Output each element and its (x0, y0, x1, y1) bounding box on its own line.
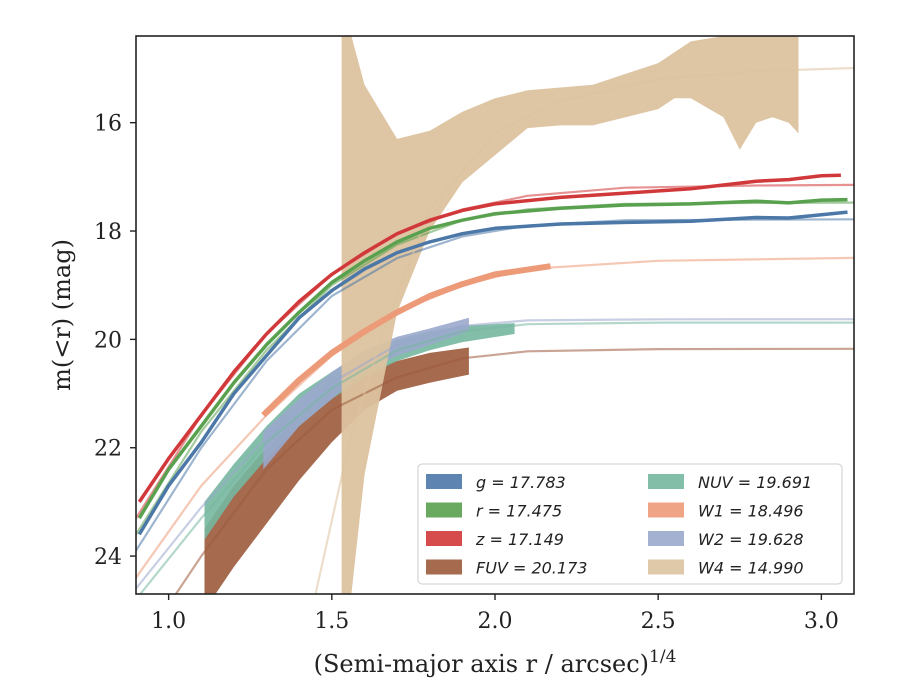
profile-line-r (137, 197, 848, 520)
legend-swatch-fuv (426, 559, 462, 575)
y-tick-label: 20 (94, 328, 122, 353)
profile-line-w1 (261, 263, 551, 418)
model-curve-w4 (314, 66, 854, 594)
x-tick-label: 1.0 (151, 609, 186, 634)
legend-swatch-w2 (648, 531, 684, 546)
x-tick-label: 1.5 (314, 609, 349, 634)
x-axis-label-superscript: 1/4 (649, 647, 676, 667)
legend-label-w1: W1 = 18.496 (698, 502, 804, 521)
profile-band-w2 (263, 317, 469, 470)
legend-box (417, 463, 843, 585)
legend-swatch-g (426, 474, 462, 489)
y-tick-label: 18 (94, 220, 122, 245)
legend-swatch-z (426, 531, 462, 546)
y-tick-label: 22 (94, 437, 122, 462)
legend-label-z: z = 17.149 (475, 530, 564, 549)
legend-swatch-r (426, 502, 462, 518)
profile-band-fuv (204, 347, 469, 594)
model-curve-fuv (174, 347, 854, 594)
legend-swatch-w4 (648, 559, 684, 575)
legend-swatch-nuv (648, 474, 684, 489)
x-tick-label: 3.0 (804, 609, 839, 634)
profile-line-z (137, 173, 841, 503)
legend-label-w2: W2 = 19.628 (698, 530, 804, 549)
y-tick-label: 16 (94, 112, 122, 137)
model-curve-w2 (136, 318, 854, 590)
y-tick-label: 24 (94, 545, 122, 570)
x-tick-label: 2.5 (641, 609, 676, 634)
legend-label-fuv: FUV = 20.173 (476, 559, 587, 578)
legend-swatch-w1 (648, 502, 684, 518)
profile-line-g (137, 210, 848, 536)
x-tick-label: 2.0 (478, 609, 513, 634)
legend-label-g: g = 17.783 (476, 473, 566, 492)
model-curve-nuv (138, 321, 854, 594)
profile-band-w4 (341, 36, 799, 594)
legend-label-w4: W4 = 14.990 (698, 559, 804, 578)
legend-label-nuv: NUV = 19.691 (698, 473, 812, 492)
y-axis-label: m(<r) (mag) (48, 239, 76, 391)
x-axis-label: (Semi-major axis r / arcsec)1/4 (314, 647, 677, 678)
legend-label-r: r = 17.475 (476, 502, 562, 521)
